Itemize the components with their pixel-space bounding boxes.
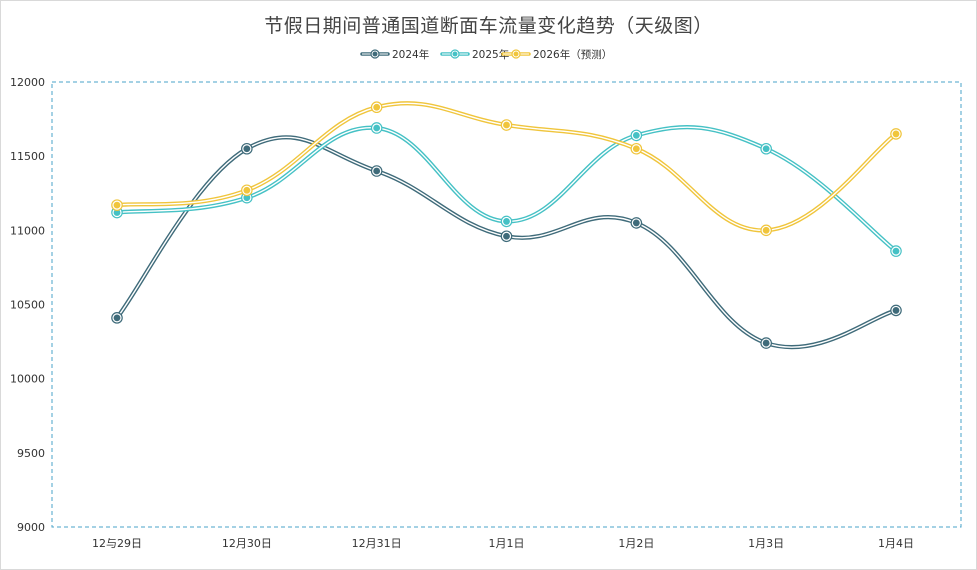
chart-title: 节假日期间普通国道断面车流量变化趋势（天级图） xyxy=(264,15,713,37)
data-point[interactable] xyxy=(762,226,770,234)
data-point[interactable] xyxy=(762,145,770,153)
series-line-inner-0 xyxy=(116,136,897,348)
data-point[interactable] xyxy=(243,194,251,202)
data-point[interactable] xyxy=(113,314,121,322)
y-tick-label: 10000 xyxy=(10,373,45,386)
data-point[interactable] xyxy=(892,247,900,255)
legend-marker-dot xyxy=(513,51,519,57)
legend-label[interactable]: 2025年 xyxy=(472,48,509,61)
data-point[interactable] xyxy=(892,307,900,314)
x-tick-label: 12月30日 xyxy=(222,537,272,550)
x-tick-label: 12与29日 xyxy=(92,537,142,550)
data-point[interactable] xyxy=(113,201,121,209)
x-tick-label: 1月4日 xyxy=(878,537,914,550)
legend-marker-dot xyxy=(452,51,458,57)
data-point[interactable] xyxy=(762,339,770,347)
plot-area-border xyxy=(51,81,962,528)
x-tick-label: 1月3日 xyxy=(748,537,784,550)
legend: 2024年 2025年 2026年（预测） xyxy=(360,48,612,61)
data-point[interactable] xyxy=(503,121,510,129)
data-point[interactable] xyxy=(373,167,381,175)
y-tick-label: 9500 xyxy=(17,447,45,460)
x-axis: 12与29日 12月30日 12月31日 1月1日 1月2日 1月3日 1月4日 xyxy=(92,537,914,550)
data-point[interactable] xyxy=(373,124,381,132)
series-group xyxy=(111,101,902,350)
data-point[interactable] xyxy=(113,209,121,216)
y-tick-label: 11000 xyxy=(10,224,45,237)
legend-label[interactable]: 2024年 xyxy=(392,48,429,61)
legend-marker-dot xyxy=(372,51,378,57)
data-point[interactable] xyxy=(243,145,251,153)
data-point[interactable] xyxy=(632,219,640,227)
data-point[interactable] xyxy=(632,145,640,153)
legend-label[interactable]: 2026年（预测） xyxy=(533,48,612,61)
y-axis: 9000 9500 10000 10500 11000 11500 12000 xyxy=(10,76,45,534)
data-point[interactable] xyxy=(892,130,900,138)
data-point[interactable] xyxy=(632,132,640,139)
series-line-0 xyxy=(114,135,899,350)
data-point[interactable] xyxy=(503,232,510,240)
y-tick-label: 9000 xyxy=(17,521,45,534)
x-tick-label: 1月2日 xyxy=(618,537,654,550)
data-point[interactable] xyxy=(243,186,251,194)
data-point[interactable] xyxy=(503,218,510,225)
y-tick-label: 12000 xyxy=(10,76,45,89)
y-tick-label: 11500 xyxy=(10,150,45,163)
x-tick-label: 12月31日 xyxy=(352,537,402,550)
data-point[interactable] xyxy=(373,103,381,111)
y-tick-label: 10500 xyxy=(10,299,45,312)
x-tick-label: 1月1日 xyxy=(489,537,525,550)
